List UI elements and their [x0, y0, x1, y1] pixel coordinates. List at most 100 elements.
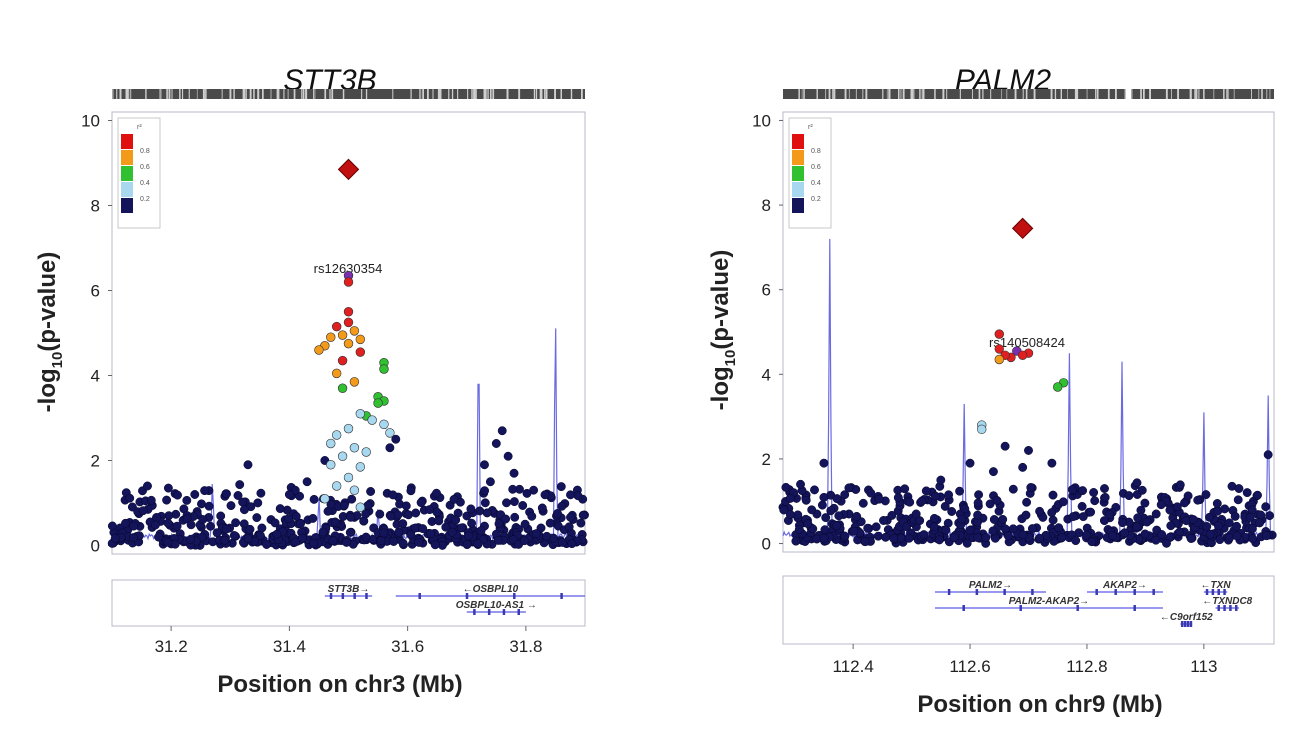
palm2-density-gap: [910, 89, 913, 99]
stt3b-density-gap: [229, 89, 232, 99]
palm2-y-tick-label: 10: [752, 111, 771, 130]
stt3b-density-gap: [119, 89, 122, 99]
stt3b-ld-snp-point: [343, 472, 354, 483]
stt3b-snp-point: [375, 509, 385, 519]
stt3b-snp-point: [346, 512, 356, 522]
stt3b-snp-point: [386, 511, 396, 521]
stt3b-gene-exon: [353, 593, 356, 599]
stt3b-gene-label: OSBPL10-AS1 →: [456, 600, 537, 611]
stt3b-legend-swatch: [121, 134, 133, 149]
palm2-density-gap: [1055, 89, 1056, 99]
palm2-snp-point: [1140, 498, 1150, 508]
stt3b-y-tick-label: 2: [91, 452, 100, 471]
stt3b-snp-point: [330, 517, 340, 527]
palm2-snp-point: [819, 492, 829, 502]
stt3b-snp-point: [272, 529, 282, 539]
stt3b-snp-point: [501, 514, 511, 524]
palm2-gene-exon: [1152, 589, 1155, 595]
stt3b-snp-point: [432, 488, 441, 498]
stt3b-top-snp-label: rs12630354: [314, 261, 383, 276]
palm2-snp-point: [1057, 533, 1067, 543]
palm2-density-gap: [1258, 89, 1260, 99]
stt3b-snp-point: [389, 537, 399, 546]
stt3b-legend-label: 0.2: [140, 196, 150, 203]
palm2-density-gap: [1067, 89, 1068, 99]
palm2-density-gap: [982, 89, 984, 99]
stt3b-snp-point: [467, 518, 477, 528]
stt3b-snp-point: [275, 504, 285, 514]
stt3b-snp-point: [556, 482, 566, 492]
palm2-snp-point: [917, 496, 927, 506]
palm2-y-tick-label: 4: [762, 365, 771, 384]
palm2-density-gap: [902, 89, 905, 99]
stt3b-snp-point: [385, 443, 395, 453]
stt3b-ld-snp-point: [326, 332, 336, 342]
stt3b-snp-point: [537, 503, 547, 513]
stt3b-snp-point: [509, 497, 519, 507]
palm2-snp-point: [960, 504, 970, 514]
palm2-snp-point: [973, 533, 982, 542]
stt3b-density-gap: [457, 89, 459, 99]
stt3b-density-gap: [196, 89, 198, 99]
palm2-gene-exon: [947, 589, 951, 595]
palm2-snp-point: [781, 482, 791, 492]
stt3b-snp-point: [186, 520, 196, 530]
palm2-density-gap: [1223, 89, 1225, 99]
palm2-snp-point: [1137, 485, 1147, 495]
palm2-snp-point: [902, 522, 912, 532]
stt3b-gene-track: STT3B→ ←OSBPL10 OSBPL10-AS1 →: [111, 579, 586, 627]
stt3b-panel: STT3B Position on chr3 (Mb) -log10(p-val…: [34, 64, 589, 698]
palm2-snp-point: [1172, 502, 1182, 512]
palm2-snp-point: [801, 495, 811, 505]
palm2-snp-point: [988, 526, 998, 536]
stt3b-snp-point: [231, 518, 241, 528]
stt3b-snp-point: [476, 526, 486, 536]
palm2-snp-point: [1247, 505, 1257, 515]
palm2-snp-point: [1068, 512, 1078, 522]
palm2-density-gap: [1261, 89, 1263, 99]
palm2-snp-point: [863, 523, 873, 533]
palm2-snp-point: [807, 505, 817, 515]
stt3b-snp-point: [573, 491, 583, 501]
stt3b-ld-snp-point: [379, 364, 389, 374]
stt3b-density-gap: [171, 89, 173, 99]
palm2-density-gap: [921, 89, 923, 99]
stt3b-snp-point: [416, 498, 426, 508]
palm2-density-gap: [829, 89, 831, 99]
stt3b-density-gap: [314, 89, 316, 99]
palm2-density-gap: [1165, 89, 1168, 99]
stt3b-snp-point: [243, 460, 253, 470]
stt3b-density-gap: [126, 89, 129, 99]
stt3b-density-gap: [278, 89, 280, 99]
palm2-density-gap: [1074, 89, 1077, 99]
palm2-snp-point: [832, 494, 842, 504]
palm2-gene-exon: [1186, 621, 1190, 627]
palm2-snp-point: [1118, 518, 1127, 528]
stt3b-density-gap: [283, 89, 285, 99]
palm2-density-gap: [1198, 89, 1200, 99]
stt3b-density-gap: [427, 89, 429, 99]
palm2-y-tick-label: 8: [762, 196, 771, 215]
stt3b-y-axis-label: -log10(p-value): [34, 252, 66, 413]
stt3b-snp-point: [457, 523, 466, 533]
stt3b-density-gap: [392, 89, 394, 99]
stt3b-legend-label: 0.8: [140, 148, 150, 155]
stt3b-density-gap: [490, 89, 492, 99]
palm2-gene-exon: [975, 589, 979, 595]
stt3b-snp-point: [216, 511, 226, 521]
palm2-snp-point: [998, 514, 1008, 524]
stt3b-ld-snp-point: [355, 409, 366, 419]
stt3b-snp-point: [297, 533, 307, 543]
palm2-snp-point: [834, 511, 844, 521]
stt3b-density-gap: [116, 89, 118, 99]
palm2-lead-snp-diamond: [1011, 217, 1034, 240]
stt3b-density-gap: [545, 89, 548, 99]
palm2-gene-exon: [1189, 621, 1193, 627]
palm2-snp-point: [1157, 530, 1167, 539]
stt3b-snp-point: [163, 483, 173, 493]
stt3b-y-tick-label: 6: [91, 282, 100, 301]
palm2-density-gap: [1095, 89, 1096, 99]
palm2-snp-point: [852, 511, 862, 521]
stt3b-density-gap: [242, 89, 245, 99]
palm2-y-tick-label: 6: [762, 281, 771, 300]
